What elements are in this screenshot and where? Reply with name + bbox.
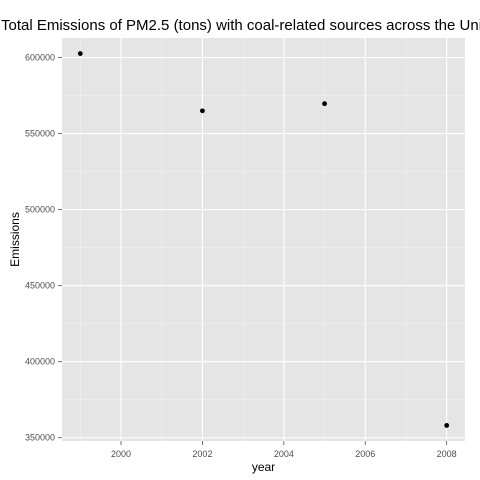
x-tick-label: 2000 (111, 449, 131, 459)
x-tick-label: 2006 (355, 449, 375, 459)
y-tick-label: 600000 (25, 53, 55, 63)
major-gridlines (62, 38, 465, 441)
y-tick-label: 400000 (25, 357, 55, 367)
data-point (444, 423, 450, 428)
x-tick-label: 2004 (274, 449, 294, 459)
y-tick-label: 550000 (25, 129, 55, 139)
x-tick-label: 2002 (192, 449, 212, 459)
data-point (200, 108, 205, 114)
data-point (77, 51, 83, 56)
x-tick-label: 2008 (437, 449, 457, 459)
chart-title: Total Emissions of PM2.5 (tons) with coa… (1, 17, 480, 34)
data-points (77, 51, 450, 428)
y-tick-label: 450000 (25, 281, 55, 291)
plot-panel (62, 38, 465, 441)
data-point (322, 101, 327, 107)
x-axis: 2000 2002 2004 2006 2008 (111, 441, 457, 459)
y-axis-title: Emissions (8, 212, 22, 267)
y-tick-label: 350000 (25, 433, 55, 443)
x-axis-title: year (252, 460, 275, 474)
y-tick-label: 500000 (25, 205, 55, 215)
y-axis: 350000 400000 450000 500000 550000 600000 (25, 53, 62, 443)
